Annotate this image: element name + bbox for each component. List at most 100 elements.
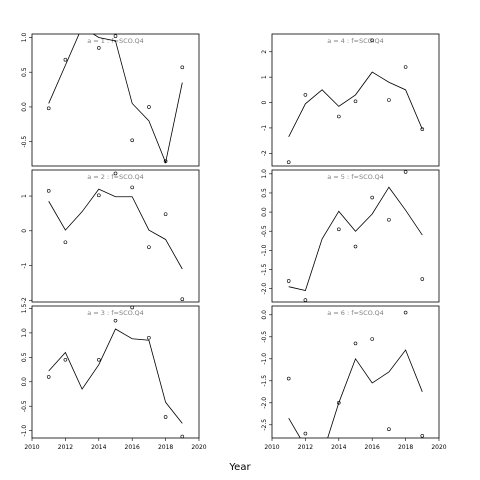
- observed-point: [63, 57, 68, 62]
- y-tick-label: 1.0: [21, 33, 28, 43]
- observed-point: [113, 34, 118, 38]
- observed-point: [420, 277, 425, 281]
- x-tick-label: 2010: [264, 444, 279, 451]
- observed-point: [147, 245, 151, 249]
- observed-point: [353, 99, 358, 104]
- observed-point: [353, 341, 358, 346]
- observed-point: [303, 298, 308, 302]
- x-tick-label: 2010: [24, 444, 39, 451]
- observed-point: [387, 98, 391, 102]
- y-tick-label: 1.0: [261, 169, 268, 179]
- panel-frame: [271, 305, 440, 439]
- y-tick-label: 0.0: [21, 377, 28, 387]
- panel-title: a = 6 : f=SCO.Q4: [327, 309, 384, 317]
- observed-point: [336, 114, 341, 119]
- y-tick-label: 1.5: [21, 303, 28, 313]
- x-tick-label: 2014: [91, 444, 106, 451]
- panel-title: a = 4 : f=SCO.Q4: [327, 37, 384, 45]
- observed-point: [353, 244, 358, 249]
- x-tick-label: 2016: [125, 444, 140, 451]
- observed-point: [370, 337, 375, 341]
- observed-point: [130, 305, 134, 310]
- observed-point: [97, 46, 101, 50]
- y-tick-label: 0: [261, 100, 268, 104]
- y-tick-label: 1.0: [21, 328, 28, 338]
- x-tick-label: 2020: [431, 444, 446, 451]
- fitted-line: [288, 71, 423, 137]
- y-tick-label: 0.0: [261, 207, 268, 217]
- x-axis-title: Year: [228, 462, 251, 473]
- y-tick-label: 0.5: [21, 352, 28, 362]
- observed-point: [180, 297, 185, 302]
- y-tick-label: -2.5: [261, 419, 268, 431]
- x-tick-label: 2018: [398, 444, 413, 451]
- x-tick-label: 2012: [58, 444, 73, 451]
- y-tick-label: -1.5: [261, 263, 268, 275]
- y-tick-label: 2: [261, 50, 268, 54]
- observed-point: [370, 195, 375, 200]
- observed-point: [180, 65, 185, 70]
- x-tick-label: 2020: [191, 444, 206, 451]
- fitted-line: [48, 34, 183, 164]
- observed-point: [286, 376, 291, 381]
- observed-point: [147, 335, 151, 340]
- observed-point: [420, 433, 425, 438]
- x-tick-label: 2012: [298, 444, 313, 451]
- observed-point: [370, 38, 375, 43]
- y-tick-label: -0.5: [21, 400, 28, 412]
- observed-point: [46, 375, 51, 379]
- observed-point: [286, 279, 291, 283]
- panel-6: a = 6 : f=SCO.Q4 -2.5 -2.0 -1.5 -1.0 -0.5 0.0 2…: [261, 305, 447, 451]
- x-tick-label: 2018: [158, 444, 173, 451]
- panel-frame: [271, 33, 440, 167]
- observed-point: [163, 415, 168, 419]
- observed-point: [286, 160, 291, 164]
- y-tick-label: -1: [21, 262, 28, 268]
- observed-point: [387, 217, 391, 222]
- panel-4: a = 5 : f=SCO.Q4 -2.0 -1.5 -1.0 -0.5 0.0 0.5 1.…: [261, 169, 440, 303]
- panel-1: a = 1 : f=SCO.Q4-0.50.00.51.0: [21, 33, 200, 167]
- observed-point: [303, 431, 308, 436]
- observed-point: [63, 357, 68, 362]
- panel-3: a = 2 : f=SCO.Q4 -2 -1 0 1: [21, 169, 200, 303]
- observed-point: [113, 318, 118, 323]
- observed-point: [387, 427, 391, 432]
- y-tick-label: -2: [21, 297, 28, 303]
- observed-point: [113, 171, 118, 176]
- observed-point: [163, 159, 168, 163]
- fitted-line: [288, 186, 423, 291]
- y-tick-label: -1: [261, 125, 268, 131]
- y-tick-label: -2.0: [261, 283, 268, 295]
- y-tick-label: -0.5: [261, 331, 268, 343]
- observed-point: [336, 400, 341, 405]
- y-tick-label: 0: [21, 229, 28, 233]
- y-tick-label: -0.5: [21, 136, 28, 148]
- panel-title: a = 5 : f=SCO.Q4: [327, 173, 384, 181]
- observed-point: [46, 106, 51, 111]
- y-tick-label: -1.0: [261, 353, 268, 365]
- observed-point: [147, 105, 151, 109]
- observed-point: [180, 434, 185, 439]
- y-tick-label: -2.0: [261, 397, 268, 409]
- observed-point: [46, 189, 51, 193]
- panel-title: a = 3 : f=SCO.Q4: [87, 309, 144, 317]
- observed-point: [130, 138, 134, 143]
- panel-frame: [31, 169, 200, 303]
- y-tick-label: -1.0: [261, 244, 268, 256]
- y-tick-label: 0.0: [21, 102, 28, 112]
- y-tick-label: 0.5: [261, 188, 268, 198]
- observed-point: [420, 127, 425, 131]
- fitted-line: [48, 188, 183, 270]
- observed-point: [97, 357, 101, 362]
- observed-point: [163, 212, 168, 216]
- x-tick-label: 2014: [331, 444, 346, 451]
- y-tick-label: 0.5: [21, 67, 28, 77]
- fitted-line: [48, 328, 183, 424]
- panel-title: a = 2 : f=SCO.Q4: [87, 173, 144, 181]
- panel-5: a = 3 : f=SCO.Q4 -1.0 -0.5 0.0 0.5 1.0 1.5 2010…: [21, 303, 207, 451]
- y-tick-label: 1: [21, 194, 28, 198]
- observed-point: [403, 170, 408, 174]
- panel-frame: [31, 33, 200, 167]
- observed-point: [403, 65, 408, 69]
